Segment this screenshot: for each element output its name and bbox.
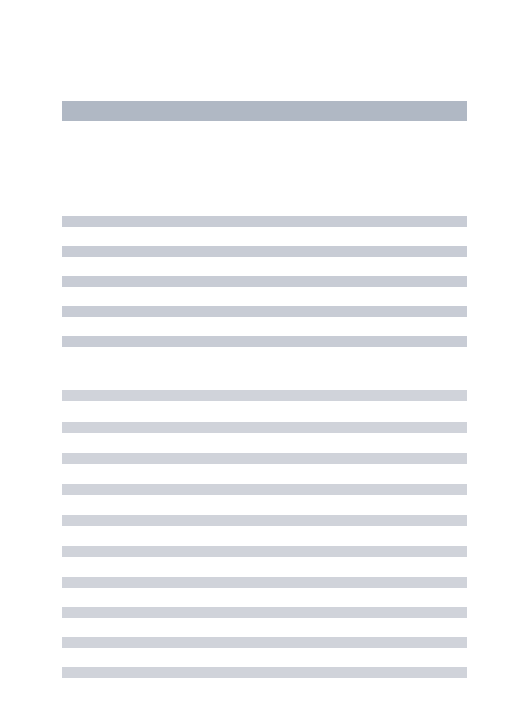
Bar: [62, 101, 467, 121]
Bar: [62, 246, 467, 257]
Bar: [62, 276, 467, 287]
Bar: [62, 216, 467, 227]
Bar: [62, 607, 467, 618]
Bar: [62, 306, 467, 317]
Bar: [62, 453, 467, 464]
Bar: [62, 390, 467, 401]
Bar: [62, 422, 467, 433]
Bar: [62, 336, 467, 347]
Bar: [62, 667, 467, 678]
Bar: [62, 637, 467, 648]
Bar: [62, 515, 467, 526]
Bar: [62, 546, 467, 557]
Bar: [62, 577, 467, 588]
Bar: [62, 484, 467, 495]
